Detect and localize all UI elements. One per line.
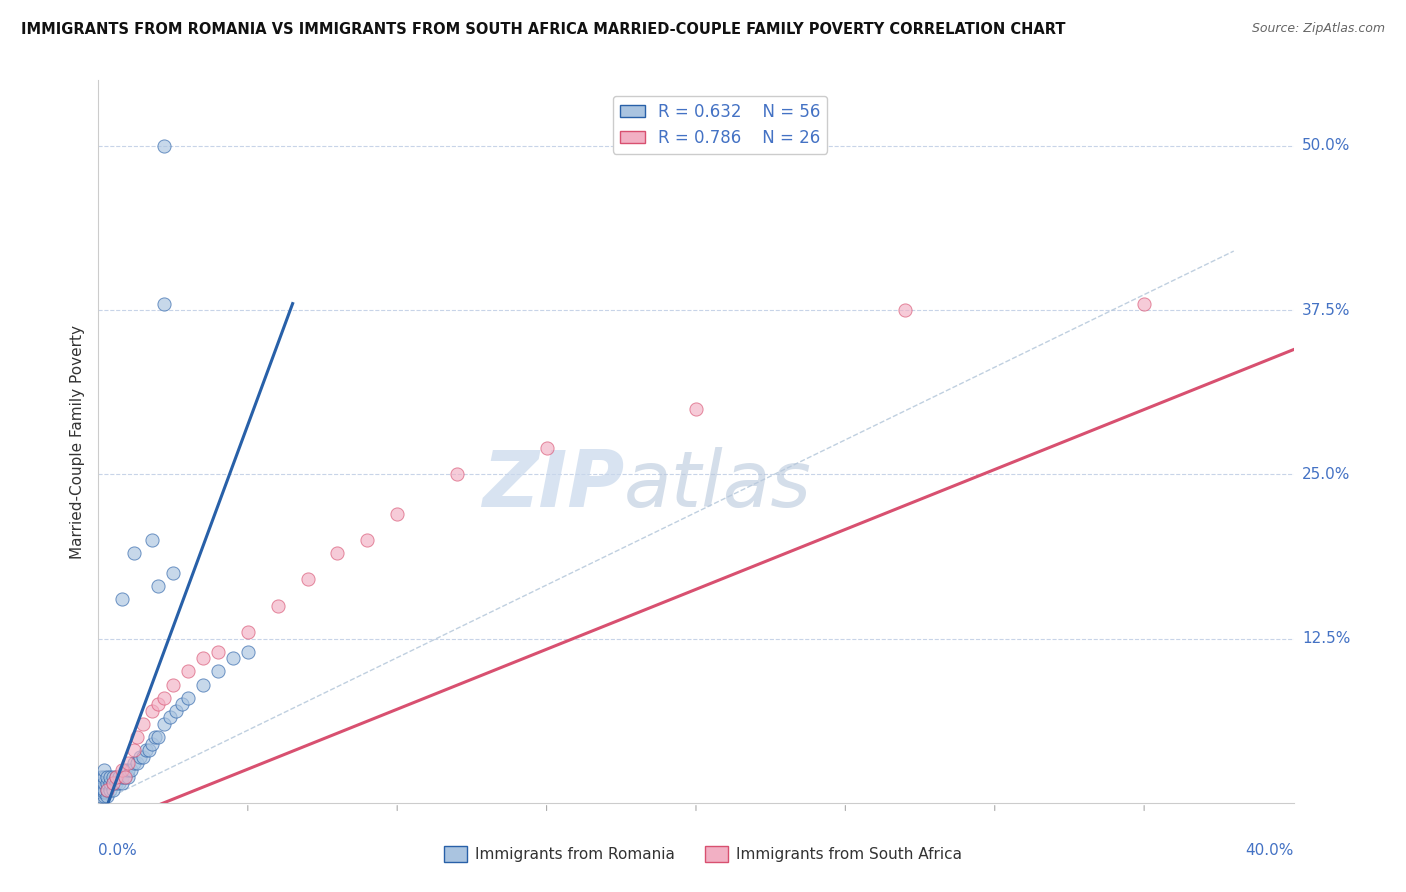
Point	[93, 789, 115, 804]
Point	[103, 770, 125, 784]
Point	[96, 770, 118, 784]
Point	[143, 730, 166, 744]
Point	[90, 782, 112, 797]
Point	[141, 533, 163, 547]
Point	[162, 677, 184, 691]
Point	[96, 782, 118, 797]
Legend: Immigrants from Romania, Immigrants from South Africa: Immigrants from Romania, Immigrants from…	[439, 840, 967, 868]
Point	[114, 770, 136, 784]
Point	[138, 743, 160, 757]
Point	[96, 782, 118, 797]
Point	[165, 704, 187, 718]
Point	[93, 770, 115, 784]
Point	[90, 776, 112, 790]
Point	[96, 776, 118, 790]
Point	[90, 770, 112, 784]
Text: atlas: atlas	[624, 447, 813, 523]
Point	[93, 785, 115, 799]
Point	[105, 776, 128, 790]
Point	[103, 782, 125, 797]
Point	[117, 770, 139, 784]
Point	[191, 651, 214, 665]
Point	[103, 776, 125, 790]
Point	[141, 704, 163, 718]
Point	[108, 776, 131, 790]
Point	[153, 690, 176, 705]
Y-axis label: Married-Couple Family Poverty: Married-Couple Family Poverty	[69, 325, 84, 558]
Point	[124, 546, 146, 560]
Point	[153, 139, 176, 153]
Point	[207, 645, 229, 659]
Point	[98, 776, 122, 790]
Point	[111, 770, 134, 784]
Point	[127, 756, 149, 771]
Point	[90, 785, 112, 799]
Point	[135, 743, 157, 757]
Point	[207, 665, 229, 679]
Text: 0.0%: 0.0%	[98, 843, 138, 857]
Point	[148, 579, 170, 593]
Point	[159, 710, 181, 724]
Point	[297, 573, 319, 587]
Point	[108, 770, 131, 784]
Point	[446, 467, 468, 482]
Point	[148, 698, 170, 712]
Point	[103, 776, 125, 790]
Point	[114, 763, 136, 777]
Point	[93, 776, 115, 790]
Point	[124, 756, 146, 771]
Point	[148, 730, 170, 744]
Point	[117, 756, 139, 771]
Point	[356, 533, 378, 547]
Text: IMMIGRANTS FROM ROMANIA VS IMMIGRANTS FROM SOUTH AFRICA MARRIED-COUPLE FAMILY PO: IMMIGRANTS FROM ROMANIA VS IMMIGRANTS FR…	[21, 22, 1066, 37]
Point	[114, 770, 136, 784]
Point	[98, 782, 122, 797]
Point	[93, 782, 115, 797]
Point	[1133, 296, 1156, 310]
Point	[120, 763, 142, 777]
Point	[685, 401, 707, 416]
Text: 25.0%: 25.0%	[1302, 467, 1350, 482]
Point	[90, 789, 112, 804]
Point	[129, 749, 152, 764]
Point	[132, 717, 155, 731]
Point	[93, 763, 115, 777]
Point	[141, 737, 163, 751]
Point	[153, 296, 176, 310]
Point	[191, 677, 214, 691]
Text: 50.0%: 50.0%	[1302, 138, 1350, 153]
Point	[222, 651, 245, 665]
Point	[162, 566, 184, 580]
Point	[111, 763, 134, 777]
Point	[117, 763, 139, 777]
Point	[177, 665, 200, 679]
Text: 12.5%: 12.5%	[1302, 632, 1350, 646]
Text: 40.0%: 40.0%	[1246, 843, 1294, 857]
Point	[536, 441, 558, 455]
Point	[326, 546, 349, 560]
Point	[172, 698, 194, 712]
Text: 37.5%: 37.5%	[1302, 302, 1350, 318]
Point	[236, 645, 259, 659]
Point	[98, 770, 122, 784]
Point	[267, 599, 290, 613]
Point	[236, 625, 259, 640]
Point	[111, 592, 134, 607]
Point	[385, 507, 409, 521]
Text: ZIP: ZIP	[482, 447, 624, 523]
Legend: R = 0.632    N = 56, R = 0.786    N = 26: R = 0.632 N = 56, R = 0.786 N = 26	[613, 95, 827, 153]
Point	[96, 789, 118, 804]
Point	[153, 717, 176, 731]
Point	[105, 770, 128, 784]
Point	[105, 770, 128, 784]
Point	[132, 749, 155, 764]
Text: Source: ZipAtlas.com: Source: ZipAtlas.com	[1251, 22, 1385, 36]
Point	[177, 690, 200, 705]
Point	[127, 730, 149, 744]
Point	[111, 776, 134, 790]
Point	[124, 743, 146, 757]
Point	[894, 303, 917, 318]
